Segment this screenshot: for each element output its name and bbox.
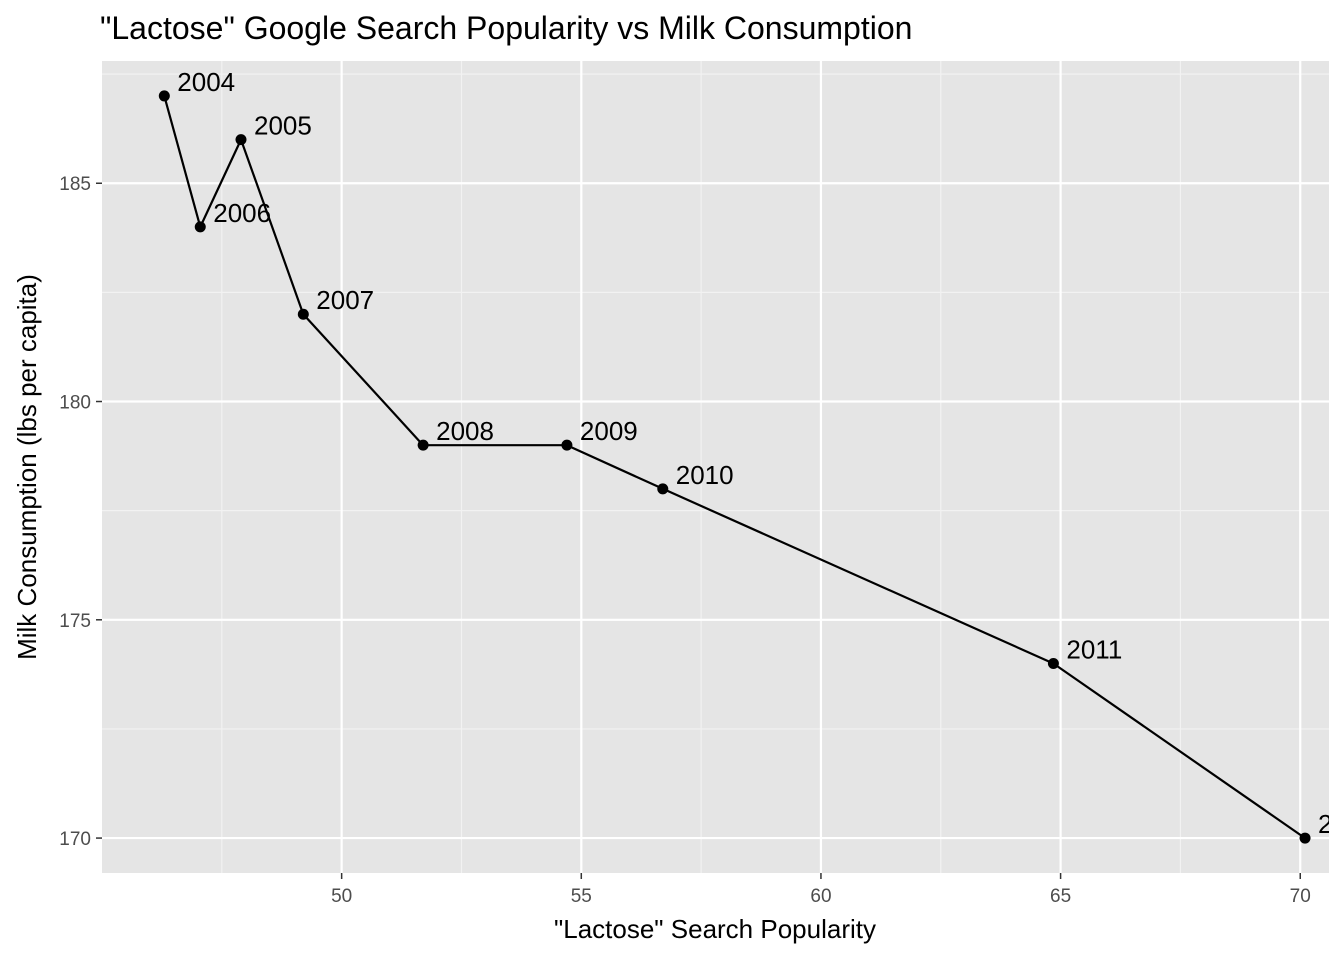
x-axis: 50 55 60 65 70	[331, 873, 1311, 907]
y-tick-label: 170	[59, 829, 91, 850]
chart-title: "Lactose" Google Search Popularity vs Mi…	[100, 10, 912, 46]
minor-gridlines	[102, 61, 1329, 873]
data-point	[194, 221, 206, 233]
point-label: 2007	[316, 285, 374, 315]
x-tick-label: 60	[810, 886, 831, 907]
point-label: 2010	[676, 460, 734, 490]
data-point	[657, 483, 669, 495]
point-label: 2004	[177, 67, 235, 97]
point-label: 2011	[1066, 634, 1122, 664]
data-point	[561, 439, 573, 451]
data-point	[1047, 657, 1059, 669]
point-label: 2006	[213, 198, 271, 228]
x-tick-label: 65	[1050, 886, 1071, 907]
data-point	[417, 439, 429, 451]
data-point	[1299, 832, 1311, 844]
point-label: 2012	[1318, 809, 1344, 839]
point-label: 2009	[580, 416, 638, 446]
series-group: 2004 2005 2006 2007 2008 2009 2010 2011 2012	[158, 67, 1344, 844]
point-label: 2008	[436, 416, 494, 446]
major-gridlines	[102, 61, 1329, 873]
x-axis-title: "Lactose" Search Popularity	[554, 914, 876, 944]
x-tick-label: 50	[331, 886, 352, 907]
data-point	[297, 308, 309, 320]
y-axis: 170 175 180 185	[59, 174, 102, 850]
x-tick-label: 55	[571, 886, 592, 907]
data-point	[158, 90, 170, 102]
series-layer: 2004 2005 2006 2007 2008 2009 2010 2011 2012	[158, 67, 1344, 844]
y-tick-label: 185	[59, 174, 91, 195]
plot-panel	[102, 61, 1329, 873]
x-tick-label: 70	[1290, 886, 1311, 907]
y-axis-title: Milk Consumption (lbs per capita)	[12, 274, 42, 660]
y-tick-label: 175	[59, 611, 91, 632]
point-label: 2005	[254, 111, 312, 141]
y-tick-label: 180	[59, 393, 91, 414]
data-point	[235, 134, 247, 146]
